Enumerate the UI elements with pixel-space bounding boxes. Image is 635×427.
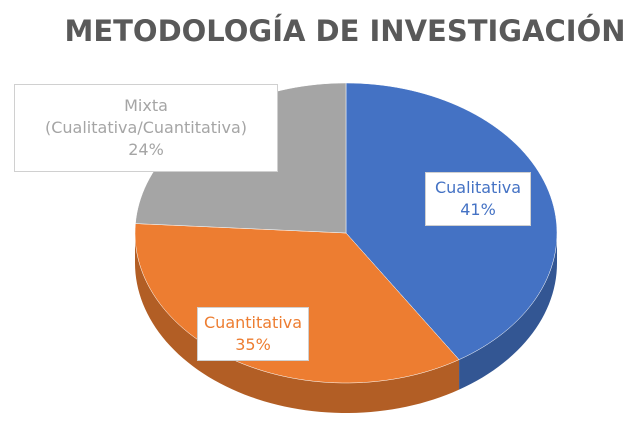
- data-label: Cualitativa 41%: [425, 172, 531, 226]
- data-label-category: Cuantitativa: [204, 313, 303, 332]
- data-label-value: 41%: [460, 200, 496, 219]
- data-label-value: 35%: [235, 335, 271, 354]
- chart-title: METODOLOGÍA DE INVESTIGACIÓN: [64, 14, 626, 48]
- data-label: Cuantitativa 35%: [197, 307, 309, 361]
- data-label-category: Cualitativa: [434, 178, 522, 197]
- data-label-category: Mixta (Cualitativa/Cuantitativa): [45, 96, 247, 137]
- data-label-value: 24%: [128, 140, 164, 159]
- slice-side: [459, 233, 557, 390]
- slice-side: [135, 233, 460, 413]
- data-label: Mixta (Cualitativa/Cuantitativa) 24%: [14, 84, 278, 172]
